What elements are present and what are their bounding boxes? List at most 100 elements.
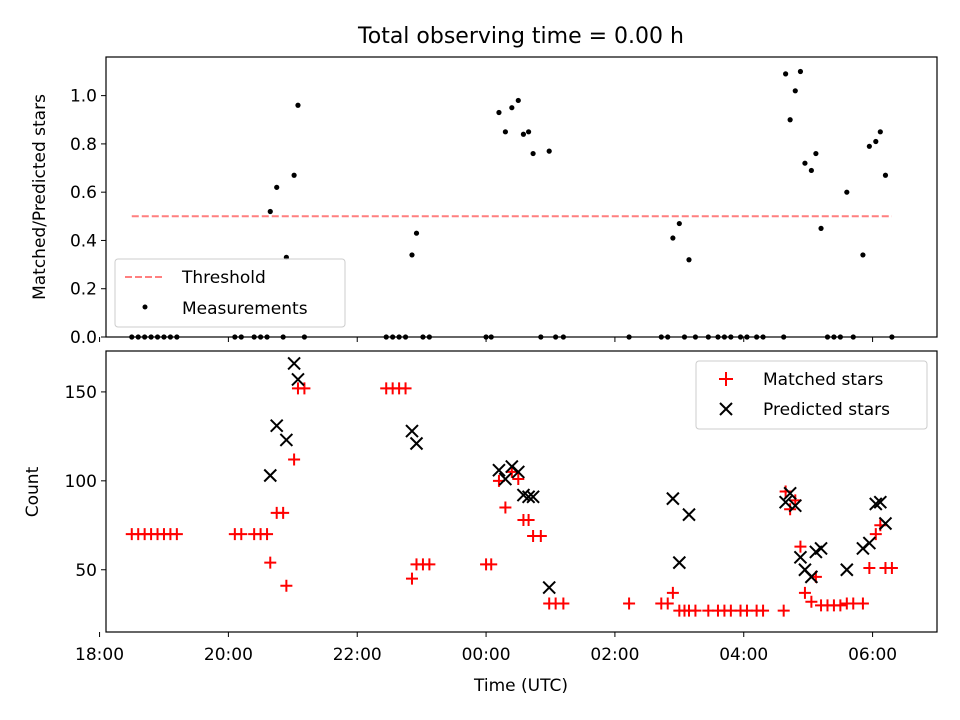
bottom-xtick-label: 18:00 xyxy=(75,645,124,665)
matched-star-point xyxy=(261,528,274,541)
measurement-point xyxy=(676,220,682,227)
predicted-star-point xyxy=(682,507,696,522)
bottom-ytick-label: 100 xyxy=(65,472,97,492)
bottom-xtick-label: 22:00 xyxy=(333,645,382,665)
matched-star-point xyxy=(661,597,674,610)
bottom-ytick-label: 50 xyxy=(75,561,97,581)
predicted-star-point xyxy=(287,356,301,371)
bottom-xtick-label: 02:00 xyxy=(590,645,639,665)
bottom-xtick-label: 20:00 xyxy=(204,645,253,665)
measurement-point xyxy=(496,109,502,116)
bottom-ylabel: Count xyxy=(23,466,43,517)
predicted-star-point xyxy=(521,490,536,504)
matched-star-point xyxy=(863,561,876,574)
matched-star-point xyxy=(485,558,498,571)
measurement-point xyxy=(267,208,273,215)
matched-legend-label: Matched stars xyxy=(763,370,883,390)
top-plot-frame xyxy=(105,56,938,338)
top-ytick-label: 0.6 xyxy=(70,183,97,203)
matched-star-point xyxy=(557,597,570,610)
matched-star-point xyxy=(834,599,847,612)
matched-star-point xyxy=(856,597,869,610)
top-ytick-label: 0.4 xyxy=(70,231,97,251)
measurement-point xyxy=(509,105,515,111)
predicted-star-point xyxy=(291,372,305,387)
bottom-xtick-label: 00:00 xyxy=(462,645,511,665)
predicted-star-point xyxy=(405,424,419,438)
measurement-point xyxy=(844,189,850,195)
measurement-point xyxy=(808,167,814,174)
bottom-marks xyxy=(125,356,898,617)
bottom-legend-frame xyxy=(695,360,928,430)
matched-star-point xyxy=(405,572,418,585)
measurement-point xyxy=(530,150,536,157)
measurement-point xyxy=(787,117,793,123)
predicted-star-point xyxy=(492,463,506,477)
measurement-point xyxy=(877,129,883,135)
measurement-point xyxy=(295,102,301,108)
measurement-point xyxy=(274,184,280,190)
matched-star-point xyxy=(399,382,412,395)
measurement-point xyxy=(520,131,527,137)
top-ytick-label: 0.2 xyxy=(70,280,97,300)
matched-star-point xyxy=(512,473,525,486)
matched-star-point xyxy=(757,604,770,617)
predicted-star-point xyxy=(542,580,556,595)
predicted-star-point xyxy=(498,472,513,486)
measurement-point xyxy=(546,148,552,154)
bottom-yticks: 50 100 150 xyxy=(65,383,106,581)
measurement-point xyxy=(670,235,676,241)
predicted-legend-swatch xyxy=(719,402,733,416)
matched-legend-swatch xyxy=(719,372,733,386)
matched-star-point xyxy=(798,586,811,599)
matched-star-point xyxy=(534,529,547,542)
predicted-star-point xyxy=(666,491,680,506)
bottom-xticks: 18:00 20:00 22:00 00:00 02:00 04:00 06:00 xyxy=(75,632,897,665)
top-yticks: 0.0 0.2 0.4 0.6 0.8 1.0 xyxy=(70,87,106,348)
threshold-legend-label: Threshold xyxy=(181,268,266,288)
matched-star-point xyxy=(280,579,293,592)
predicted-star-point xyxy=(511,465,525,479)
matched-star-point xyxy=(666,586,679,599)
matched-star-point xyxy=(777,604,790,617)
matched-star-point xyxy=(522,513,535,526)
bottom-plot-frame xyxy=(105,350,938,633)
bottom-legend: Matched stars Predicted stars xyxy=(695,360,928,430)
measurement-point xyxy=(802,160,808,166)
measurement-point xyxy=(860,252,866,258)
measurement-point xyxy=(797,68,804,75)
top-xticks xyxy=(99,337,874,342)
top-legend-frame xyxy=(114,258,346,328)
predicted-star-point xyxy=(804,570,819,584)
top-legend: Threshold Measurements xyxy=(114,258,346,328)
predicted-star-point xyxy=(263,468,277,483)
measurement-point xyxy=(873,138,879,145)
matched-star-point xyxy=(264,556,277,569)
measurement-point xyxy=(515,97,521,104)
matched-star-point xyxy=(499,501,512,514)
measurement-point xyxy=(818,225,824,231)
predicted-legend-label: Predicted stars xyxy=(763,400,890,420)
matched-star-point xyxy=(794,540,807,553)
bottom-xtick-label: 04:00 xyxy=(719,645,768,665)
predicted-star-point xyxy=(526,490,540,504)
measurement-point xyxy=(792,88,798,94)
predicted-star-point xyxy=(869,497,883,511)
measurement-point xyxy=(525,129,532,135)
top-panel: 0.0 0.2 0.4 0.6 0.8 1.0 Matched/Predicted sta… xyxy=(30,56,938,348)
predicted-star-point xyxy=(840,563,854,577)
measurement-point xyxy=(409,252,415,258)
top-ylabel: Matched/Predicted stars xyxy=(30,94,50,300)
measurement-point xyxy=(783,71,789,77)
matched-star-point xyxy=(805,595,818,608)
matched-star-point xyxy=(235,528,248,541)
matched-star-point xyxy=(423,558,436,571)
measurement-point xyxy=(866,143,872,149)
measurement-point xyxy=(413,230,420,236)
matched-star-point xyxy=(277,506,290,519)
matched-star-point xyxy=(689,604,702,617)
predicted-star-point xyxy=(409,436,424,451)
matched-star-point xyxy=(298,382,311,395)
predicted-star-point xyxy=(814,541,828,556)
